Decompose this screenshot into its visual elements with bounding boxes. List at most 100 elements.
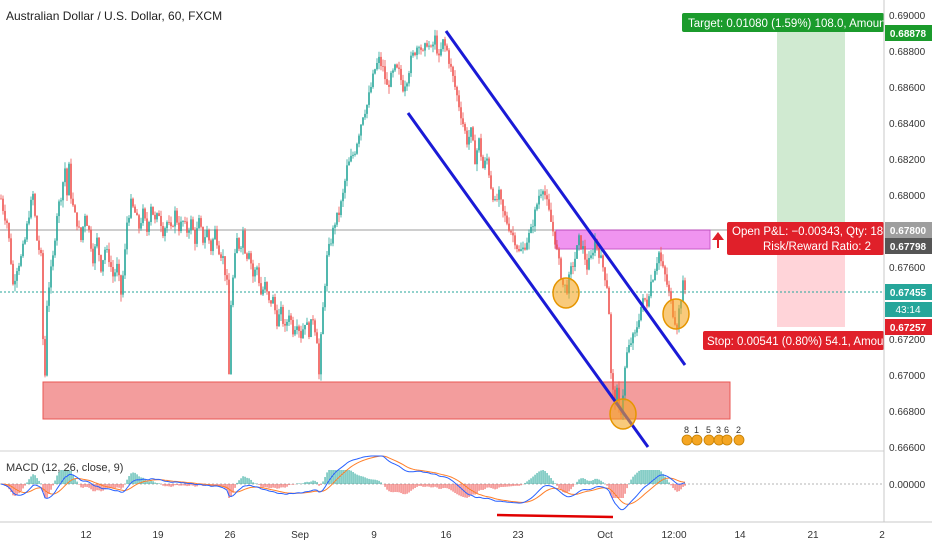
candle-body [484,160,486,169]
target-zone[interactable] [777,22,845,230]
event-flag-icon[interactable] [681,434,693,446]
event-flag-icon[interactable] [703,434,715,446]
macd-histogram-bar [602,482,604,484]
macd-histogram-bar [620,484,622,498]
candle-body [370,86,372,93]
candle-body [86,215,88,226]
macd-histogram-bar [386,484,388,490]
candle-body [618,387,620,408]
candle-body [368,92,370,105]
macd-histogram-bar [450,484,452,491]
candle-body [600,255,602,258]
stop-price-badge: 0.67257 [885,319,932,335]
candle-body [572,266,574,267]
macd-histogram-bar [12,484,14,496]
candle-body [304,324,306,330]
pnl-label-box[interactable]: Open P&L: −0.00343, Qty: 184 Risk/Reward… [727,222,890,255]
candle-body [374,69,376,74]
time-tick-label: 23 [512,530,524,541]
channel-upper-line[interactable] [444,30,687,366]
macd-histogram-bar [258,484,260,485]
candle-body [24,239,26,244]
candle-body [326,255,328,286]
macd-histogram-bar [628,483,630,484]
macd-histogram-bar [316,482,318,484]
candle-body [656,263,658,271]
candle-body [530,226,532,233]
time-tick-label: Sep [291,530,309,541]
event-flag-icon[interactable] [691,434,703,446]
svg-text:0.67800: 0.67800 [890,226,927,237]
candle-body [476,150,478,165]
time-axis[interactable]: 12 19 26 Sep 9 16 23 Oct 12:00 14 21 2 [80,530,885,541]
candle-body [578,235,580,246]
stop-label-box[interactable]: Stop: 0.00541 (0.80%) 54.1, Amount [703,331,894,350]
macd-histogram-bar [284,484,286,488]
entry-arrow-icon[interactable] [712,232,724,248]
macd-histogram-bar [390,484,392,493]
candle-body [380,56,382,67]
candle-body [584,246,586,260]
macd-histogram-bar [618,484,620,498]
candle-body [634,332,636,334]
macd-histogram-bar [374,479,376,484]
candle-body [320,334,322,375]
candle-body [538,195,540,205]
candle-body [138,215,140,229]
candle-body [662,261,664,267]
macd-histogram-bar [496,484,498,489]
candle-body [196,228,198,244]
event-flag-icon[interactable] [733,434,745,446]
event-flag-icon[interactable] [721,434,733,446]
macd-histogram-bar [538,471,540,484]
candle-body [362,117,364,125]
candle-body [512,232,514,236]
target-label-box[interactable]: Target: 0.01080 (1.59%) 108.0, Amount [682,13,890,32]
candle-body [496,199,498,200]
candle-body [410,55,412,74]
candle-body [422,49,424,51]
candle-body [272,296,274,304]
macd-histogram-bar [514,484,516,486]
macd-histogram-bar [658,470,660,484]
candle-body [468,136,470,145]
macd-histogram-bar [554,483,556,484]
macd-histogram-bar [432,484,434,488]
candle-body [276,310,278,327]
macd-histogram-bar [166,484,168,487]
candle-body [550,209,552,222]
macd-histogram-bar [60,470,62,484]
macd-histogram-bar [66,470,68,484]
macd-histogram-bar [622,484,624,498]
macd-histogram-bar [216,484,218,486]
macd-histogram-bar [438,484,440,489]
macd-histogram-bar [342,470,344,484]
candle-body [654,270,656,281]
candle-body [126,222,128,250]
macd-histogram-bar [468,484,470,497]
macd-histogram-bar [328,470,330,484]
macd-histogram-bar [76,481,78,484]
macd-histogram-bar [232,484,234,493]
event-count: 1 [694,425,699,435]
event-count: 5 [706,425,711,435]
candle-body [42,253,44,340]
macd-histogram-bar [540,470,542,484]
macd-histogram-bar [402,484,404,495]
current-price-badge: 0.67455 [885,284,932,300]
candle-body [442,39,444,50]
macd-histogram-bar [636,472,638,484]
channel-lower-line[interactable] [406,112,650,448]
candle-body [102,260,104,272]
price-axis[interactable] [884,0,932,550]
entry-price-badge: 0.67798 [885,238,932,254]
candle-body [382,66,384,67]
candle-body [308,322,310,338]
candle-body [498,189,500,200]
macd-histogram-bar [26,482,28,484]
macd-histogram-bar [280,484,282,488]
macd-histogram-bar [624,484,626,494]
candle-body [306,322,308,325]
